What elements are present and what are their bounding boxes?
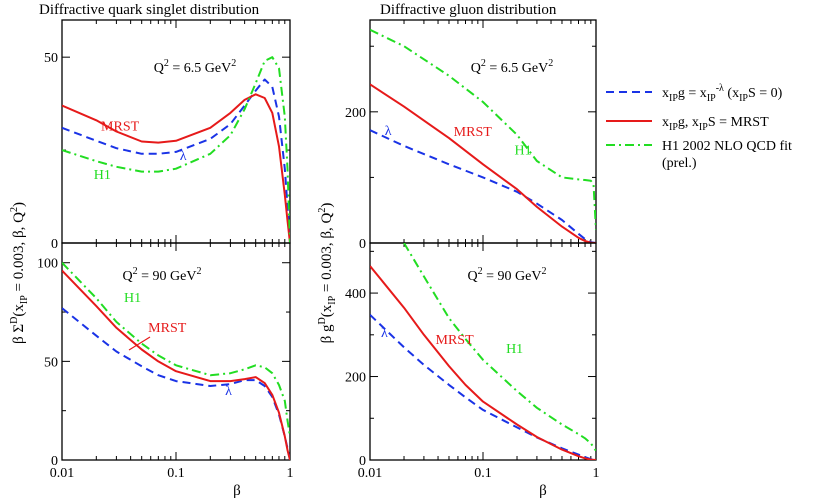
y-tick-label: 100 bbox=[37, 257, 58, 272]
annotation-lambda: λ bbox=[381, 326, 388, 341]
legend-label-h1-line1: H1 2002 NLO QCD fit bbox=[662, 139, 792, 154]
annotation-lambda: λ bbox=[180, 149, 187, 164]
y-tick-label: 0 bbox=[359, 237, 366, 252]
series-line-mrst bbox=[62, 93, 290, 243]
x-tick-label: 1 bbox=[593, 466, 600, 481]
series-line-lambda bbox=[370, 129, 596, 243]
x-tick-label: 0.1 bbox=[167, 466, 185, 481]
annotation-h1: H1 bbox=[94, 168, 111, 183]
annotation-h1: H1 bbox=[124, 291, 141, 306]
y-tick-label: 200 bbox=[345, 371, 366, 386]
q2-label: Q2 = 90 GeV2 bbox=[123, 266, 202, 284]
annotation-lambda: λ bbox=[385, 124, 392, 139]
legend-label-mrst: xIPg, xIPS = MRST bbox=[662, 115, 769, 133]
series-line-mrst bbox=[370, 265, 596, 460]
annotation-h1: H1 bbox=[514, 143, 531, 158]
left-column-title: Diffractive quark singlet distribution bbox=[39, 2, 260, 18]
series-line-lambda bbox=[62, 307, 290, 460]
annotation-lambda: λ bbox=[225, 384, 232, 399]
gluon-panel-q2-90: 0.01 0.1 1 0 200 400 λ MRST H1 Q2 = 90 GeV2 bbox=[345, 242, 600, 481]
right-x-axis-label: β bbox=[539, 483, 547, 499]
y-tick-label: 0 bbox=[359, 454, 366, 469]
x-tick-label: 0.01 bbox=[358, 466, 383, 481]
quark-panel-q2-90: 0.01 0.1 1 0 50 100 H1 MRST λ Q2 = 90 GeV2 bbox=[37, 242, 294, 481]
legend: xIPg = xIP-λ (xIPS = 0) xIPg, xIPS = MRS… bbox=[606, 83, 792, 171]
annotation-h1: H1 bbox=[506, 342, 523, 357]
q2-label: Q2 = 90 GeV2 bbox=[468, 266, 547, 284]
y-tick-label: 0 bbox=[51, 454, 58, 469]
right-y-axis-label: β gD(xIP = 0.003, β, Q2) bbox=[317, 203, 338, 344]
series-line-h1 bbox=[62, 56, 290, 243]
q2-label: Q2 = 6.5 GeV2 bbox=[471, 58, 553, 76]
right-column-title: Diffractive gluon distribution bbox=[380, 2, 557, 18]
y-tick-label: 50 bbox=[44, 355, 58, 370]
series-line-lambda bbox=[62, 78, 290, 243]
x-tick-label: 0.1 bbox=[474, 466, 492, 481]
quark-panel-q2-6-5: 0 50 MRST λ H1 Q2 = 6.5 GeV2 bbox=[44, 19, 291, 252]
series-line-lambda bbox=[370, 314, 596, 460]
series-line-mrst bbox=[62, 269, 290, 460]
series-line-h1 bbox=[370, 28, 596, 230]
y-tick-label: 0 bbox=[51, 237, 58, 252]
series-line-h1 bbox=[62, 262, 290, 437]
series-line-mrst bbox=[370, 83, 596, 243]
series-line-h1 bbox=[403, 243, 596, 452]
left-x-axis-label: β bbox=[233, 483, 241, 499]
left-y-axis-label: β ΣD(xIP = 0.003, β, Q2) bbox=[9, 202, 30, 344]
mrst-annotation-arrow bbox=[128, 336, 151, 351]
plot-frame bbox=[61, 19, 291, 244]
legend-label-lambda: xIPg = xIP-λ (xIPS = 0) bbox=[662, 83, 783, 104]
annotation-mrst: MRST bbox=[148, 321, 187, 336]
annotation-mrst: MRST bbox=[454, 125, 493, 140]
y-tick-label: 50 bbox=[44, 51, 58, 66]
x-tick-label: 1 bbox=[287, 466, 294, 481]
q2-label: Q2 = 6.5 GeV2 bbox=[154, 58, 236, 76]
annotation-mrst: MRST bbox=[101, 119, 140, 134]
gluon-panel-q2-6-5: 0 200 λ MRST H1 Q2 = 6.5 GeV2 bbox=[345, 19, 597, 252]
x-tick-label: 0.01 bbox=[50, 466, 75, 481]
annotation-mrst: MRST bbox=[436, 333, 475, 348]
y-tick-label: 200 bbox=[345, 106, 366, 121]
legend-label-h1-line2: (prel.) bbox=[662, 156, 697, 171]
y-tick-label: 400 bbox=[345, 287, 366, 302]
